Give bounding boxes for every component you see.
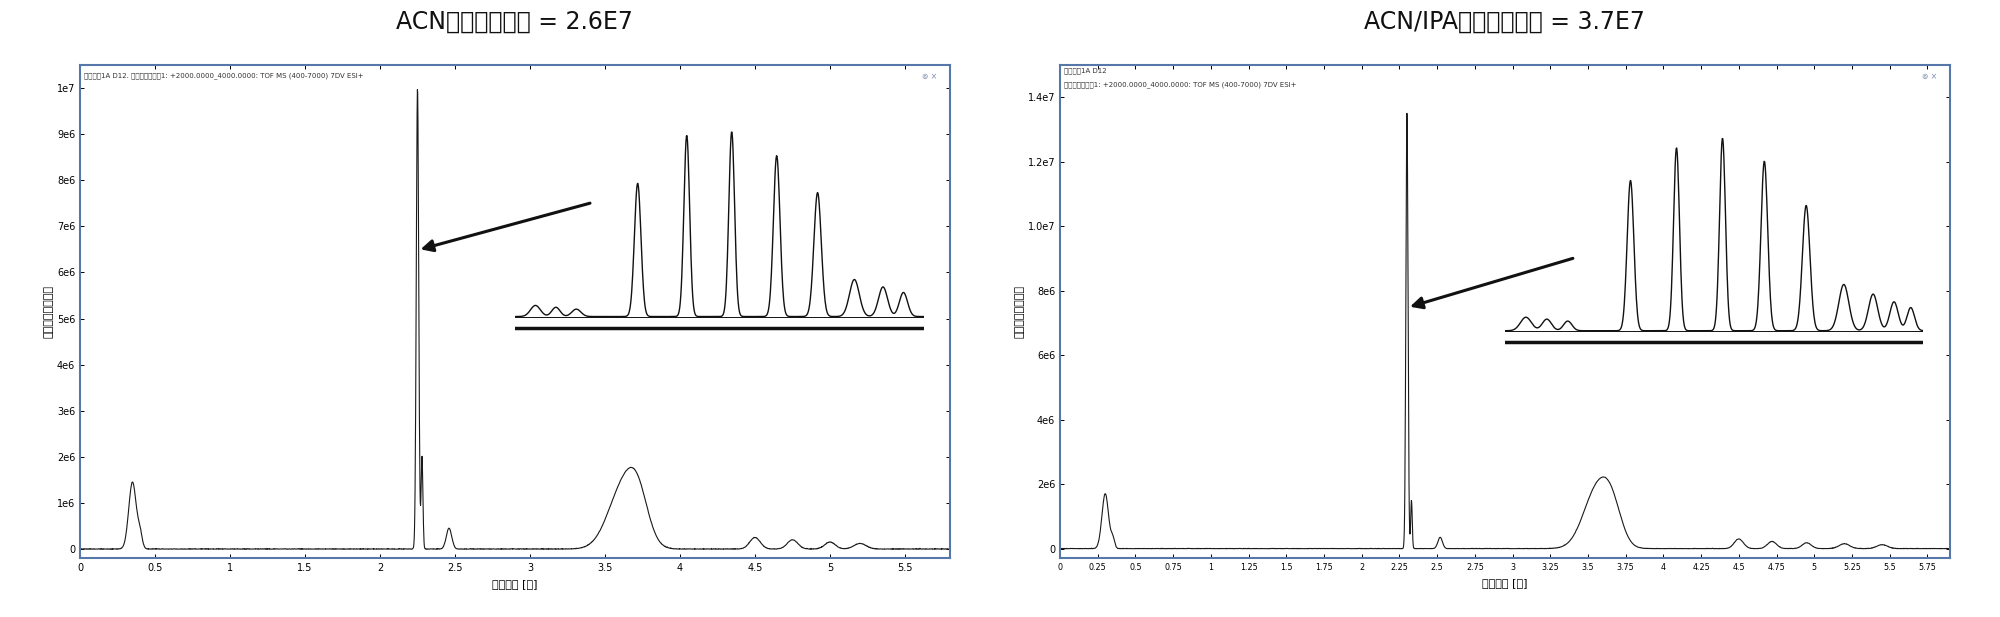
X-axis label: 保持時間 [分]: 保持時間 [分] bbox=[492, 579, 538, 589]
Text: ACN、ピーク面積 = 2.6E7: ACN、ピーク面積 = 2.6E7 bbox=[396, 9, 632, 33]
Text: チャンネル名：1: +2000.0000_4000.0000: TOF MS (400-7000) 7DV ESI+: チャンネル名：1: +2000.0000_4000.0000: TOF MS (… bbox=[1064, 81, 1296, 88]
Text: 項目名：1A D12: 項目名：1A D12 bbox=[1064, 67, 1108, 74]
Text: ⊚ ×: ⊚ × bbox=[922, 72, 936, 81]
Y-axis label: 強度（カウント）: 強度（カウント） bbox=[1014, 285, 1024, 338]
Text: ACN/IPA、ピーク面積 = 3.7E7: ACN/IPA、ピーク面積 = 3.7E7 bbox=[1364, 9, 1644, 33]
X-axis label: 保持時間 [分]: 保持時間 [分] bbox=[1482, 578, 1528, 588]
Y-axis label: 強度（カウント）: 強度（カウント） bbox=[44, 285, 54, 338]
Text: 項目名：1A D12. チャンネル名：1: +2000.0000_4000.0000: TOF MS (400-7000) 7DV ESI+: 項目名：1A D12. チャンネル名：1: +2000.0000_4000.00… bbox=[84, 72, 364, 79]
Text: ⊚ ×: ⊚ × bbox=[1922, 72, 1936, 81]
